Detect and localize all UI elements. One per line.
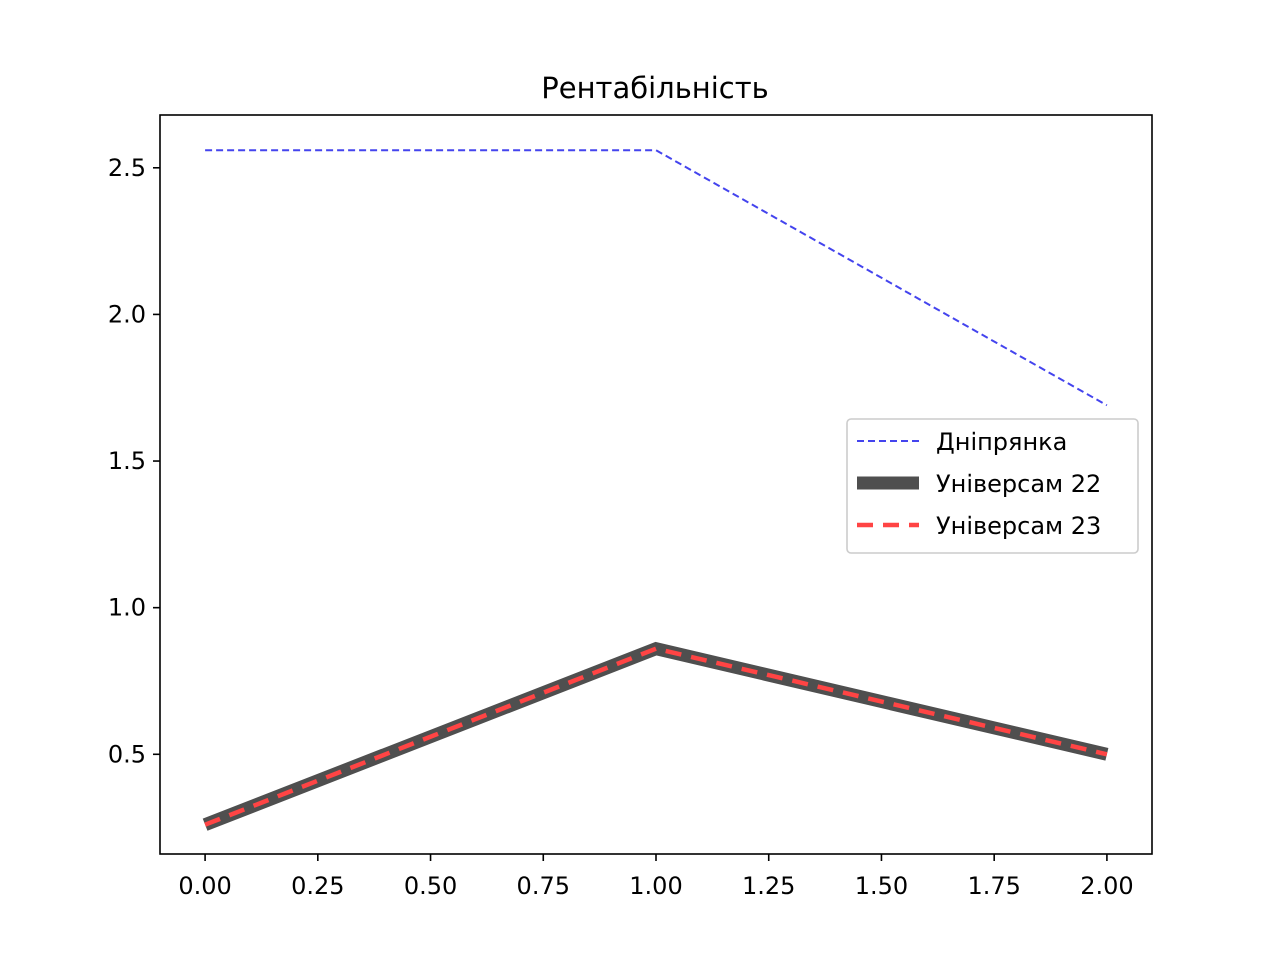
x-tick-label: 0.25 bbox=[291, 872, 344, 900]
y-axis-ticks: 0.5 1.0 1.5 2.0 2.5 bbox=[108, 154, 160, 768]
chart-title: Рентабільність bbox=[541, 71, 768, 105]
x-tick-label: 1.00 bbox=[629, 872, 682, 900]
y-tick-label: 1.0 bbox=[108, 594, 146, 622]
x-tick-label: 1.75 bbox=[967, 872, 1020, 900]
x-tick-label: 0.75 bbox=[517, 872, 570, 900]
legend: Дніпрянка Універсам 22 Універсам 23 bbox=[846, 418, 1139, 554]
x-tick-label: 2.00 bbox=[1080, 872, 1133, 900]
x-tick-label: 0.00 bbox=[178, 872, 231, 900]
y-tick-label: 0.5 bbox=[108, 740, 146, 768]
series-layer bbox=[202, 149, 1109, 831]
plot-area-frame bbox=[159, 114, 1153, 855]
y-tick-label: 2.5 bbox=[108, 154, 146, 182]
x-tick-label: 1.25 bbox=[742, 872, 795, 900]
y-tick-label: 1.5 bbox=[108, 447, 146, 475]
x-tick-label: 0.50 bbox=[404, 872, 457, 900]
x-axis-ticks: 0.00 0.25 0.50 0.75 1.00 1.25 1.50 1.75 2.00 bbox=[178, 854, 1134, 900]
x-tick-label: 1.50 bbox=[855, 872, 908, 900]
legend-label-3: Універсам 23 bbox=[936, 512, 1101, 540]
series-line-1 bbox=[205, 149, 1108, 407]
legend-box bbox=[846, 418, 1139, 554]
series-line-3 bbox=[204, 646, 1108, 827]
y-tick-label: 2.0 bbox=[108, 300, 146, 328]
legend-label-1: Дніпрянка bbox=[936, 428, 1067, 456]
legend-label-2: Універсам 22 bbox=[936, 470, 1101, 498]
